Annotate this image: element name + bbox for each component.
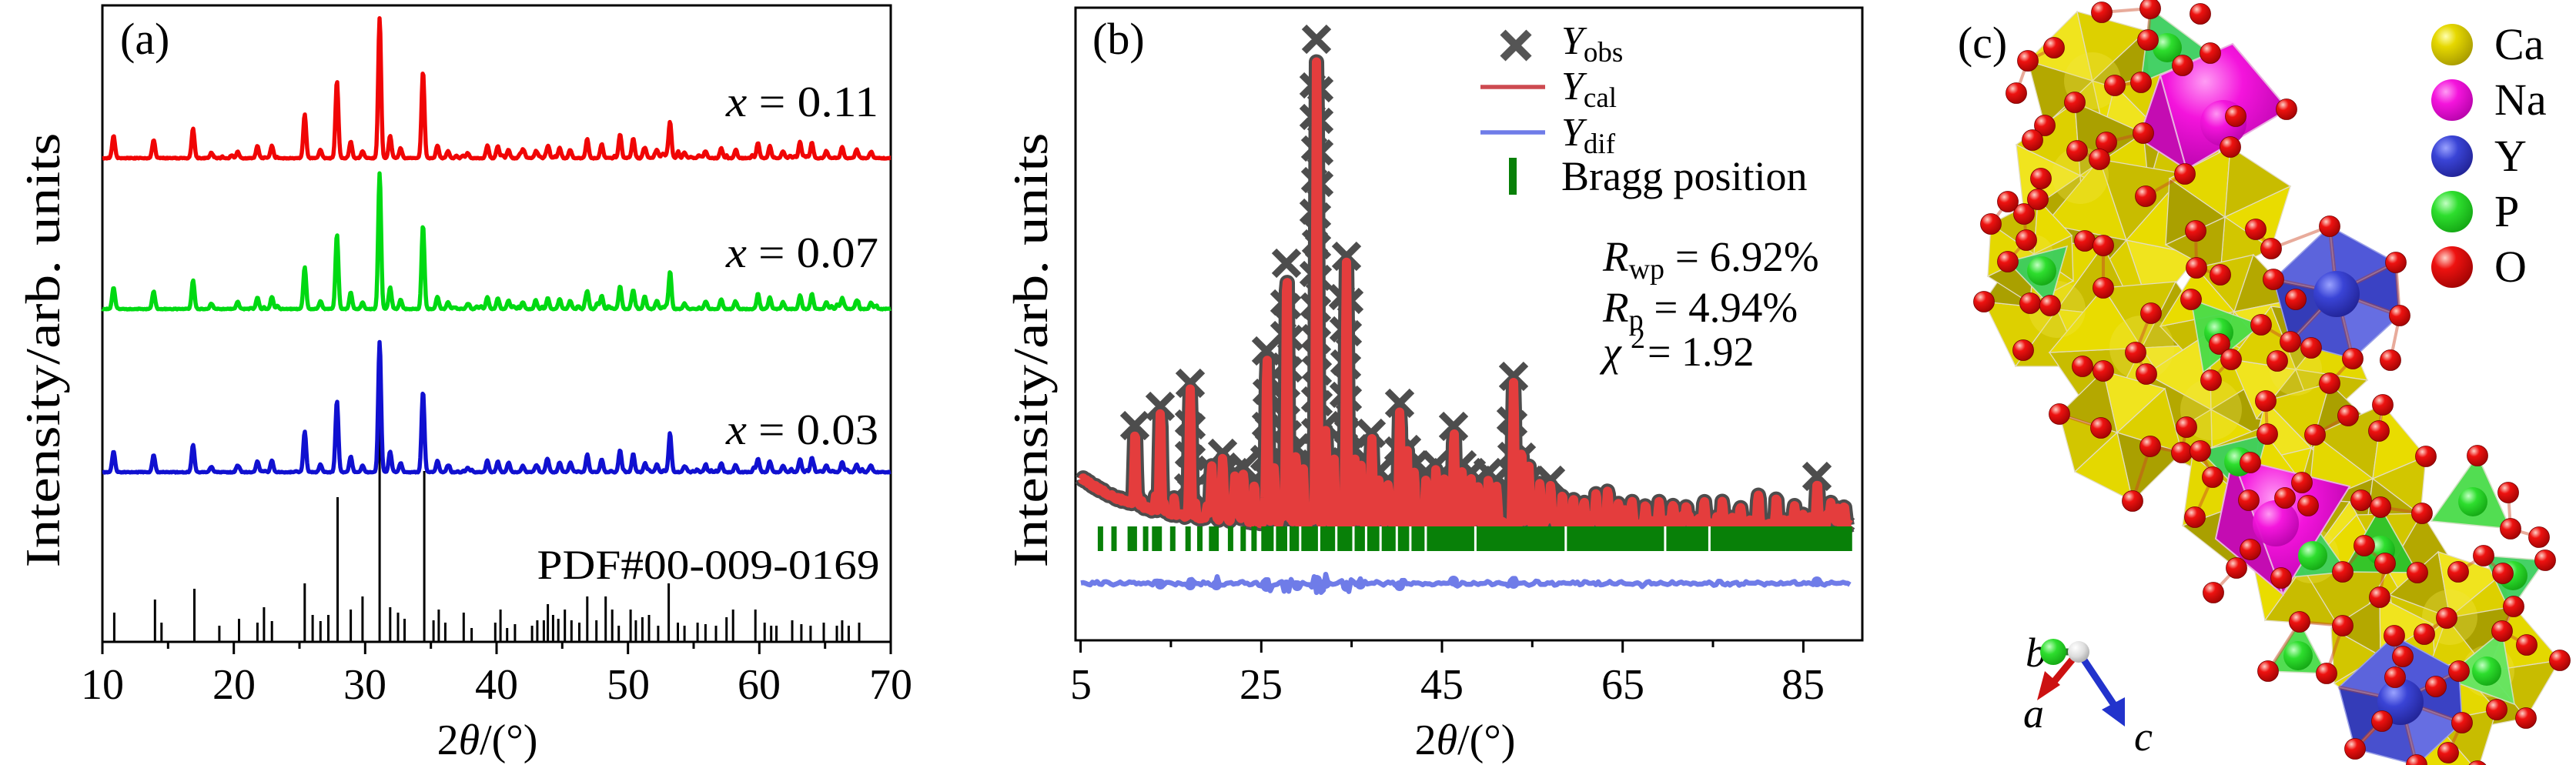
svg-text:70: 70 xyxy=(869,661,912,709)
svg-text:χ: χ xyxy=(1599,329,1622,375)
svg-text:Rp = 4.94%: Rp = 4.94% xyxy=(1602,284,1798,336)
svg-text:40: 40 xyxy=(475,661,518,709)
svg-text:Bragg position: Bragg position xyxy=(1561,153,1808,199)
svg-text:Intensity/arb. units: Intensity/arb. units xyxy=(15,133,70,568)
svg-text:(b): (b) xyxy=(1092,14,1145,64)
svg-text:45: 45 xyxy=(1420,661,1464,709)
svg-text:a: a xyxy=(2023,690,2044,737)
svg-text:50: 50 xyxy=(607,661,650,709)
svg-text:2θ/(°): 2θ/(°) xyxy=(1415,717,1516,764)
svg-text:Na: Na xyxy=(2494,75,2547,125)
svg-text:60: 60 xyxy=(738,661,781,709)
svg-text:Intensity/arb. units: Intensity/arb. units xyxy=(1003,133,1058,568)
svg-text:P: P xyxy=(2494,186,2519,236)
svg-text:x = 0.11: x = 0.11 xyxy=(725,79,878,126)
svg-text:5: 5 xyxy=(1070,661,1092,709)
svg-text:= 1.92: = 1.92 xyxy=(1648,329,1754,375)
svg-text:O: O xyxy=(2494,242,2527,292)
svg-text:20: 20 xyxy=(212,661,256,709)
svg-text:(a): (a) xyxy=(120,14,169,64)
svg-text:25: 25 xyxy=(1239,661,1283,709)
svg-text:x = 0.03: x = 0.03 xyxy=(725,406,878,454)
svg-text:(c): (c) xyxy=(1958,18,2007,68)
svg-text:2: 2 xyxy=(1631,322,1645,355)
svg-text:c: c xyxy=(2134,713,2153,760)
svg-text:10: 10 xyxy=(81,661,124,709)
svg-text:2θ/(°): 2θ/(°) xyxy=(437,717,538,764)
svg-text:PDF#00-009-0169: PDF#00-009-0169 xyxy=(537,542,880,588)
svg-text:x = 0.07: x = 0.07 xyxy=(725,229,878,277)
svg-text:Rwp = 6.92%: Rwp = 6.92% xyxy=(1602,233,1819,286)
svg-text:85: 85 xyxy=(1781,661,1825,709)
svg-text:65: 65 xyxy=(1601,661,1644,709)
svg-text:30: 30 xyxy=(343,661,386,709)
svg-text:Y: Y xyxy=(2494,131,2527,181)
svg-text:Ca: Ca xyxy=(2494,19,2544,69)
svg-text:Ydif: Ydif xyxy=(1561,111,1616,160)
